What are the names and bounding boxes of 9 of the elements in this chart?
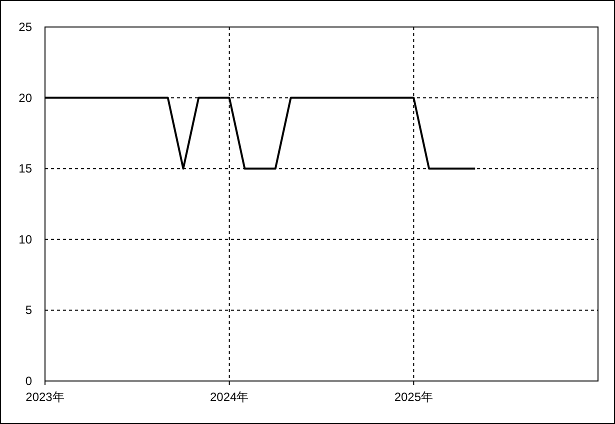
x-tick-label: 2024年: [210, 390, 249, 404]
y-tick-label: 10: [18, 232, 32, 246]
y-tick-label: 25: [18, 20, 32, 34]
y-tick-label: 5: [25, 303, 32, 318]
y-tick-label: 0: [25, 374, 32, 388]
x-tick-label: 2023年: [26, 390, 64, 404]
y-tick-label: 20: [18, 90, 32, 105]
y-tick-label: 15: [18, 162, 32, 176]
x-tick-label: 2025年: [394, 390, 434, 404]
